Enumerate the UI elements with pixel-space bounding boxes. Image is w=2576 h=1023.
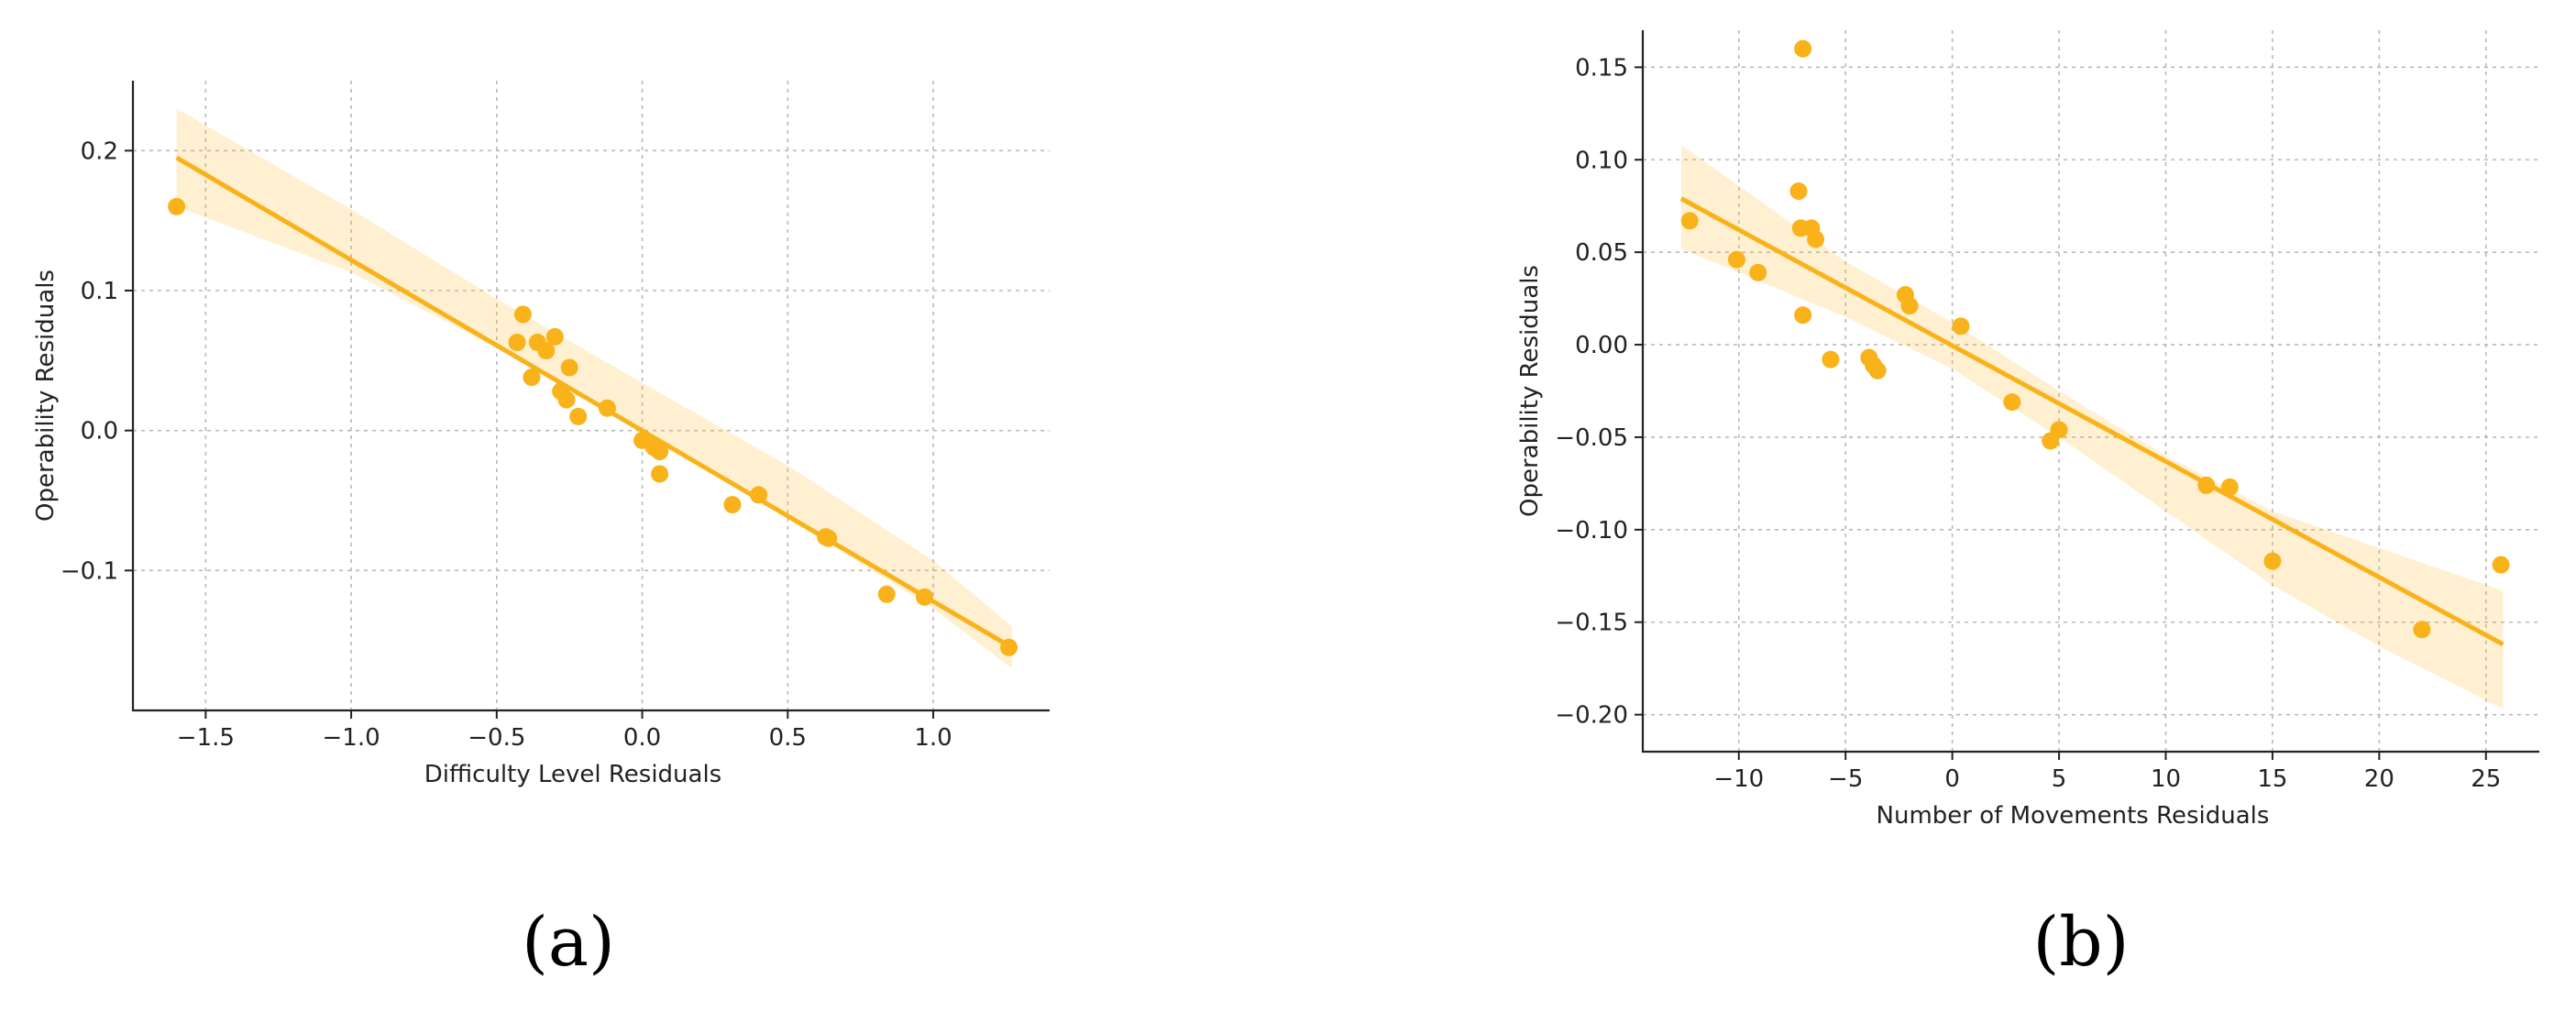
x-tick-label: 0.0 — [623, 724, 661, 752]
data-point — [723, 496, 742, 514]
y-tick-label: 0.0 — [81, 418, 118, 446]
panel-label-b: (b) — [2032, 903, 2130, 982]
x-tick-label: 0 — [1944, 765, 1960, 793]
data-point — [2220, 478, 2239, 496]
x-axis-label: Difficulty Level Residuals — [424, 761, 721, 788]
data-point — [2003, 393, 2021, 412]
x-tick-label: −1.0 — [323, 724, 380, 752]
x-tick-label: −10 — [1713, 765, 1764, 793]
y-tick-label: −0.10 — [1555, 517, 1628, 544]
data-point — [168, 197, 186, 215]
y-tick-label: 0.15 — [1575, 54, 1628, 82]
x-tick-label: 25 — [2471, 765, 2501, 793]
data-point — [2413, 621, 2431, 639]
x-axis-label: Number of Movements Residuals — [1877, 802, 2270, 830]
data-point — [560, 358, 578, 377]
data-point — [1680, 212, 1699, 230]
data-point — [1822, 350, 1840, 368]
y-tick-label: −0.20 — [1555, 702, 1628, 730]
x-tick-label: 10 — [2151, 765, 2181, 793]
x-tick-label: 20 — [2364, 765, 2394, 793]
data-point — [1794, 39, 1812, 58]
data-point — [820, 529, 838, 547]
y-tick-label: −0.1 — [61, 557, 118, 585]
data-point — [523, 368, 541, 387]
y-axis-label: Operability Residuals — [32, 270, 60, 522]
data-point — [2492, 556, 2510, 574]
data-point — [1807, 230, 1825, 248]
data-point — [2263, 552, 2282, 570]
data-point — [1749, 263, 1767, 281]
data-point — [1868, 361, 1887, 380]
y-tick-label: 0.10 — [1575, 147, 1628, 174]
data-point — [598, 399, 616, 417]
x-tick-label: 15 — [2257, 765, 2287, 793]
confidence-band — [176, 108, 1012, 669]
panel-label-a: (a) — [522, 903, 615, 982]
data-point — [545, 327, 564, 346]
data-point — [1727, 250, 1745, 269]
data-point — [915, 588, 933, 606]
x-tick-label: 0.5 — [769, 724, 807, 752]
x-tick-label: 5 — [2052, 765, 2067, 793]
data-point — [1789, 182, 1808, 201]
regression-line — [1679, 196, 2504, 647]
y-tick-label: −0.15 — [1555, 610, 1628, 637]
chart-panel-a: −1.5 −1.0 −0.5 0.0 0.5 1.0 −0.1 0.0 0.1 0.2 Diffic… — [32, 81, 1050, 982]
data-point — [569, 407, 588, 425]
chart-panel-b: −10 −5 0 5 10 15 20 25 −0.20 −0.15 −0.10 −0.05 0.00 0… — [1288, 0, 2576, 1023]
data-point — [877, 585, 896, 603]
data-point — [651, 465, 669, 483]
data-point — [508, 333, 526, 351]
data-point — [513, 305, 532, 324]
y-tick-label: 0.05 — [1575, 239, 1628, 267]
confidence-band — [1680, 145, 2504, 710]
y-tick-label: 0.1 — [81, 278, 118, 305]
data-point — [537, 342, 556, 360]
data-point — [1900, 297, 1919, 315]
x-tick-label: 1.0 — [914, 724, 952, 752]
data-point — [750, 486, 768, 504]
y-tick-label: 0.00 — [1575, 332, 1628, 359]
data-point — [647, 440, 666, 458]
data-point — [2050, 421, 2068, 439]
x-tick-label: −0.5 — [468, 724, 525, 752]
y-axis-label: Operability Residuals — [1516, 265, 1544, 517]
regression-line — [175, 155, 1013, 650]
data-point — [1952, 317, 1970, 336]
data-point — [2197, 476, 2216, 494]
x-tick-label: −5 — [1828, 765, 1863, 793]
data-point — [1000, 638, 1018, 656]
scatter-plot-b: −10 −5 0 5 10 15 20 25 −0.20 −0.15 −0.10 −0.05 0.00 0… — [1516, 30, 2539, 830]
data-point — [557, 390, 576, 409]
scatter-plot-a: −1.5 −1.0 −0.5 0.0 0.5 1.0 −0.1 0.0 0.1 0.2 Diffic… — [32, 81, 1050, 788]
data-point — [1794, 306, 1812, 324]
y-tick-label: −0.05 — [1555, 424, 1628, 452]
y-tick-label: 0.2 — [81, 138, 118, 165]
x-tick-label: −1.5 — [177, 724, 235, 752]
